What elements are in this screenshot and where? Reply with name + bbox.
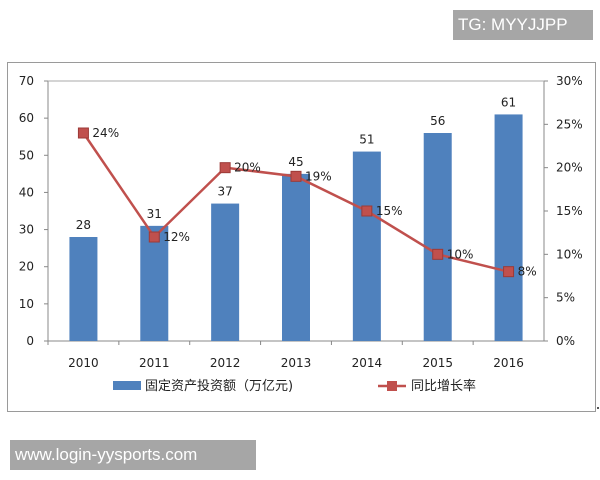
- bar-label: 61: [501, 95, 516, 109]
- right-tick-label: 25%: [556, 117, 583, 131]
- left-tick-label: 20: [19, 260, 34, 274]
- left-tick-label: 30: [19, 223, 34, 237]
- left-tick-label: 0: [26, 334, 34, 348]
- growth-marker-2010: [77, 127, 89, 139]
- right-tick-label: 30%: [556, 74, 583, 88]
- growth-label: 10%: [447, 247, 474, 261]
- legend-line-marker: [387, 381, 397, 391]
- bar-label: 51: [359, 133, 374, 147]
- legend-bar-swatch: [113, 381, 141, 390]
- bar-label: 31: [147, 207, 162, 221]
- growth-label: 8%: [518, 265, 537, 279]
- right-tick-label: 15%: [556, 204, 583, 218]
- legend-bar-label: 固定资产投资额（万亿元): [145, 378, 293, 394]
- x-tick-label: 2011: [139, 356, 170, 370]
- growth-label: 24%: [92, 126, 119, 140]
- growth-label: 15%: [376, 204, 403, 218]
- x-tick-label: 2014: [352, 356, 383, 370]
- growth-label: 20%: [234, 161, 261, 175]
- watermark-bottom: www.login-yysports.com: [10, 440, 256, 470]
- x-tick-label: 2010: [68, 356, 99, 370]
- bar-2014: [352, 151, 381, 341]
- bar-2011: [140, 225, 169, 341]
- left-tick-label: 50: [19, 148, 34, 162]
- bar-2012: [211, 203, 240, 341]
- right-tick-label: 5%: [556, 291, 575, 305]
- growth-marker-2014: [361, 205, 373, 217]
- x-tick-label: 2016: [493, 356, 524, 370]
- growth-marker-2013: [290, 170, 302, 182]
- dot: [597, 407, 599, 409]
- bar-label: 28: [76, 218, 91, 232]
- right-tick-label: 0%: [556, 334, 575, 348]
- bar-2010: [69, 237, 98, 341]
- bar-2015: [423, 133, 452, 341]
- growth-marker-2016: [503, 266, 515, 278]
- x-tick-label: 2015: [422, 356, 453, 370]
- bar-2016: [494, 114, 523, 341]
- bar-label: 37: [218, 185, 233, 199]
- right-tick-label: 20%: [556, 161, 583, 175]
- growth-marker-2011: [148, 231, 160, 243]
- bar-2013: [282, 173, 310, 341]
- growth-label: 12%: [163, 230, 190, 244]
- x-tick-label: 2013: [281, 356, 312, 370]
- legend-line-label: 同比增长率: [411, 378, 476, 394]
- chart-frame: 0 10 20 30 40 50 60 70 0% 5% 10% 15% 20% 25% 30% 2010 28…: [7, 62, 596, 412]
- bar-label: 56: [430, 114, 445, 128]
- combo-chart: 0 10 20 30 40 50 60 70 0% 5% 10% 15% 20% 25% 30% 2010 28…: [19, 74, 583, 394]
- growth-marker-2012: [219, 162, 231, 174]
- watermark-top: TG: MYYJJPP: [453, 10, 593, 40]
- bar-label: 45: [288, 155, 303, 169]
- left-tick-label: 40: [19, 185, 34, 199]
- left-tick-label: 60: [19, 111, 34, 125]
- right-tick-label: 10%: [556, 247, 583, 261]
- x-tick-label: 2012: [210, 356, 241, 370]
- left-tick-label: 10: [19, 297, 34, 311]
- left-tick-label: 70: [19, 74, 34, 88]
- growth-marker-2015: [432, 248, 444, 260]
- growth-label: 19%: [305, 169, 332, 183]
